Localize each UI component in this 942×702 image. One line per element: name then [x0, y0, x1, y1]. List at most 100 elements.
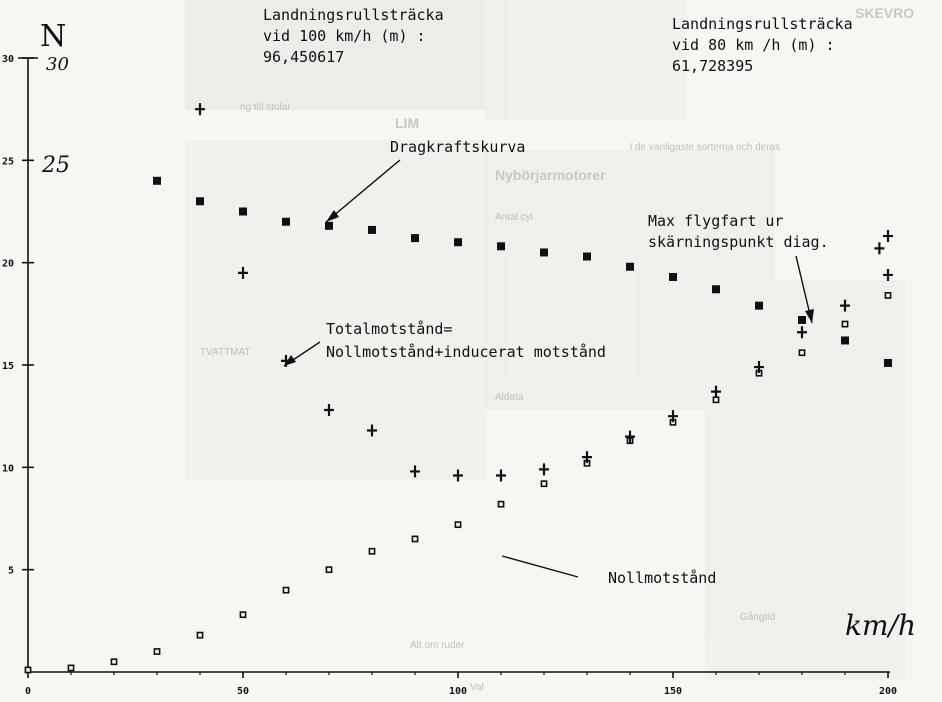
series-0-point-7	[325, 566, 333, 574]
thrust-curve-arrowhead	[326, 210, 339, 222]
series-1-point-13	[669, 272, 677, 281]
bg-fragment-1: ng till stolar	[240, 102, 291, 113]
series-2-point-8	[539, 463, 549, 476]
bg-fragment-5: Aldata	[495, 392, 524, 403]
series-2-point-15	[840, 299, 850, 312]
series-2-point-6	[453, 469, 463, 482]
annotation-zero-drag: Nollmotstånd	[608, 569, 716, 587]
series-0-point-6	[282, 586, 290, 594]
series-1-point-4	[282, 217, 290, 226]
x-tick-label: 50	[237, 686, 249, 697]
series-1-point-1	[153, 176, 161, 185]
series-1-point-11	[583, 252, 591, 261]
bg-heading-2: LIM	[395, 115, 419, 131]
y-tick-label: 5	[8, 566, 14, 577]
bg-heading-1: SKEVRO	[855, 5, 914, 21]
series-2-point-3	[324, 404, 334, 417]
series-0-point-2	[110, 658, 118, 666]
series-2-point-11	[668, 410, 678, 423]
series-0-point-12	[540, 480, 548, 488]
annotation-landing-80-line2: vid 80 km /h (m) :	[672, 36, 835, 54]
series-1-point-5	[325, 221, 333, 230]
bg-fragment-3: Antal cyl	[495, 212, 533, 223]
handwritten-y-tick-25: 25	[41, 153, 70, 178]
x-tick-label: 200	[879, 686, 897, 697]
series-1-point-7	[411, 234, 419, 243]
total-drag-arrowhead	[284, 355, 296, 366]
y-axis-unit-label: N	[40, 19, 66, 54]
y-tick-label: 30	[2, 54, 14, 65]
series-2-point-5	[410, 465, 420, 478]
x-tick-label: 0	[25, 686, 31, 697]
series-0-point-20	[884, 292, 892, 299]
series-1-point-12	[626, 262, 634, 271]
thrust-curve-pointer	[325, 159, 401, 223]
bg-fragment-6: Gångtid	[740, 611, 775, 623]
series-0-point-3	[153, 648, 161, 655]
annotation-total-drag-line2: Nollmotstånd+inducerat motstånd	[326, 343, 606, 361]
bg-fragment-2: i de vanligaste sorterna och deras	[630, 142, 780, 153]
annotation-landing-80-value: 61,728395	[672, 57, 753, 75]
x-tick-label: 150	[664, 686, 682, 697]
y-tick-label: 25	[2, 156, 14, 167]
series-2-point-14	[797, 326, 807, 339]
y-tick-group: 5 10 15 20 25 30	[2, 54, 34, 577]
series-2-point-1	[238, 266, 248, 279]
series-0-point-10	[454, 521, 462, 529]
series-2-point-16	[883, 268, 893, 281]
bg-heading-3: Nybörjarmotorer	[495, 167, 606, 183]
series-2-point-18	[874, 242, 885, 255]
series-2-point-10	[625, 430, 635, 443]
annotation-landing-100-line1: Landningsrullsträcka	[263, 6, 444, 24]
max-speed-arrowhead	[805, 309, 814, 323]
bg-fragment-4: TVATTMAT	[200, 347, 251, 358]
annotation-max-speed-line2: skärningspunkt diag.	[648, 233, 829, 251]
series-0-point-5	[239, 611, 247, 619]
series-1-point-8	[454, 238, 462, 247]
y-tick-label: 15	[2, 361, 14, 372]
series-1-point-9	[497, 242, 505, 251]
series-0-point-4	[196, 631, 204, 639]
annotations: Landningsrullsträcka vid 100 km/h (m) : …	[263, 6, 853, 587]
series-1-point-14	[712, 285, 720, 294]
annotation-landing-80-line1: Landningsrullsträcka	[672, 15, 853, 33]
x-tick-group: 0 50 100 150 200	[25, 672, 897, 697]
series-2-point-13	[754, 361, 764, 374]
data-marks	[24, 103, 893, 674]
bg-fragment-8: Val	[470, 682, 484, 693]
series-0-point-11	[497, 500, 505, 508]
bg-fragment-7: Alt om ruder	[410, 640, 465, 651]
y-tick-label: 10	[2, 463, 14, 474]
series-1-point-3	[239, 207, 247, 216]
series-1-point-16	[798, 315, 806, 324]
series-2-point-9	[582, 451, 592, 464]
handwritten-y-tick-30: 30	[46, 54, 69, 75]
series-1-point-18	[884, 358, 892, 367]
series-1-point-10	[540, 248, 548, 257]
series-1-point-15	[755, 301, 763, 310]
annotation-landing-100-line2: vid 100 km/h (m) :	[263, 27, 426, 45]
series-0-point-18	[798, 349, 806, 357]
annotation-total-drag-line1: Totalmotstånd=	[326, 320, 452, 338]
annotation-max-speed-line1: Max flygfart ur	[648, 212, 783, 230]
background-page: SKEVRO LIM Nybörjarmotorer ng till stola…	[185, 0, 914, 693]
series-1-point-2	[196, 197, 204, 206]
series-2-point-17	[883, 230, 893, 243]
zero-drag-pointer	[501, 555, 579, 578]
series-2-point-0	[195, 103, 205, 116]
series-0-point-16	[712, 396, 720, 404]
y-tick-label: 20	[2, 259, 14, 270]
x-axis-unit-label: km/h	[845, 609, 916, 642]
series-2-point-7	[496, 469, 506, 482]
x-tick-label: 100	[449, 686, 467, 697]
annotation-landing-100-value: 96,450617	[263, 48, 344, 66]
series-0-point-9	[411, 535, 419, 543]
series-0-point-1	[67, 664, 75, 672]
series-2-point-4	[367, 424, 377, 437]
series-0-point-19	[841, 320, 849, 328]
series-1-point-17	[841, 336, 849, 345]
annotation-thrust-curve: Dragkraftskurva	[390, 138, 525, 156]
series-1-point-6	[368, 225, 376, 234]
series-0-point-0	[24, 666, 32, 674]
